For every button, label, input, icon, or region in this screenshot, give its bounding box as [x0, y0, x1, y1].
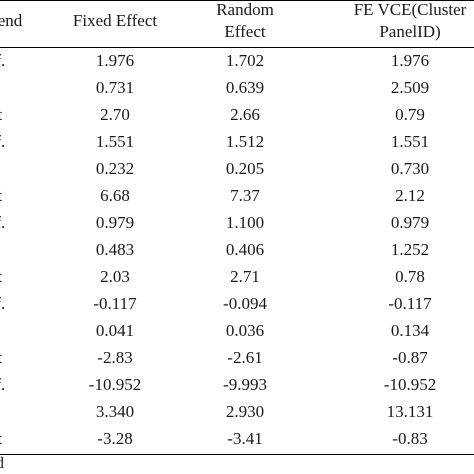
table-row: ff. -0.117 -0.094 -0.117: [0, 290, 474, 317]
cell-fixed-effect: -2.83: [97, 348, 133, 367]
cell-fe-vce-cluster: 2.509: [390, 78, 430, 97]
cell-random-effect: 1.512: [225, 132, 265, 151]
cell-fixed-effect: 3.340: [95, 402, 135, 421]
row-label: ff.: [0, 51, 6, 70]
header-random-line1: Random: [216, 0, 274, 19]
table-bottom-rule: [0, 454, 474, 455]
cell-random-effect: 1.702: [225, 51, 265, 70]
row-label: ff.: [0, 132, 6, 151]
cell-random-effect: 1.100: [225, 213, 265, 232]
row-label: E: [0, 398, 50, 425]
header-fixed-effect: Fixed Effect: [72, 11, 158, 30]
cell-fixed-effect: 0.731: [95, 78, 135, 97]
table-footnote: d: [0, 455, 4, 472]
table-row: E 3.340 2.930 13.131: [0, 398, 474, 425]
row-label: ff.: [0, 294, 6, 313]
cell-fixed-effect: -0.117: [93, 294, 137, 313]
cell-fixed-effect: 1.976: [95, 51, 135, 70]
table-row: at 2.70 2.66 0.79: [0, 101, 474, 128]
table-row: at 6.68 7.37 2.12: [0, 182, 474, 209]
table-row: E 0.041 0.036 0.134: [0, 317, 474, 344]
cell-fixed-effect: 0.979: [95, 213, 135, 232]
header-fe-vce-cluster: FE VCE(Cluster PanelID): [330, 0, 474, 43]
cell-random-effect: 2.71: [230, 267, 260, 286]
header-random-effect: Random Effect: [180, 0, 310, 43]
cell-fixed-effect: -10.952: [88, 375, 142, 394]
cell-random-effect: -9.993: [223, 375, 267, 394]
cell-fe-vce-cluster: 0.78: [395, 267, 425, 286]
cell-random-effect: 0.036: [225, 321, 265, 340]
cell-random-effect: 7.37: [230, 186, 260, 205]
cell-fe-vce-cluster: 1.551: [390, 132, 430, 151]
cell-fe-vce-cluster: -0.83: [392, 429, 428, 448]
table-row: ff. 0.979 1.100 0.979: [0, 209, 474, 236]
cell-fixed-effect: 0.041: [95, 321, 135, 340]
table-row: E 0.731 0.639 2.509: [0, 74, 474, 101]
row-label: E: [0, 317, 50, 344]
table-row: E 0.232 0.205 0.730: [0, 155, 474, 182]
cell-random-effect: 0.639: [225, 78, 265, 97]
row-label: E: [0, 155, 50, 182]
cell-fe-vce-cluster: 1.976: [390, 51, 430, 70]
cell-random-effect: 0.406: [225, 240, 265, 259]
cell-fe-vce-cluster: 0.134: [390, 321, 430, 340]
cell-fe-vce-cluster: 2.12: [395, 186, 425, 205]
cell-fixed-effect: -3.28: [97, 429, 133, 448]
cell-fe-vce-cluster: 0.730: [390, 159, 430, 178]
row-label: at: [0, 182, 50, 209]
cell-fe-vce-cluster: 1.252: [390, 240, 430, 259]
header-random-line2: Effect: [224, 22, 266, 41]
cell-fixed-effect: 6.68: [100, 186, 130, 205]
cell-fe-vce-cluster: 0.979: [390, 213, 430, 232]
row-label: at: [0, 344, 50, 371]
row-label: E: [0, 74, 50, 101]
cell-random-effect: 2.930: [225, 402, 265, 421]
table-row: E 0.483 0.406 1.252: [0, 236, 474, 263]
cell-fe-vce-cluster: -0.117: [388, 294, 432, 313]
header-cluster-line2: PanelID): [379, 22, 441, 41]
cell-fixed-effect: 1.551: [95, 132, 135, 151]
table-header-rule: [0, 47, 474, 48]
cell-fe-vce-cluster: 13.131: [386, 402, 434, 421]
table-row: ff. 1.551 1.512 1.551: [0, 128, 474, 155]
row-label: ff.: [0, 213, 6, 232]
row-label: at: [0, 263, 50, 290]
row-label: E: [0, 236, 50, 263]
table-row: at -3.28 -3.41 -0.83: [0, 425, 474, 452]
cell-fe-vce-cluster: -10.952: [383, 375, 437, 394]
cell-random-effect: -2.61: [227, 348, 263, 367]
cell-fixed-effect: 2.03: [100, 267, 130, 286]
row-label: ff.: [0, 375, 6, 394]
header-trend: end: [0, 11, 23, 30]
row-label: at: [0, 101, 50, 128]
cell-random-effect: -0.094: [223, 294, 267, 313]
header-cluster-line1: FE VCE(Cluster: [353, 0, 467, 19]
table-top-rule: [0, 0, 474, 1]
table-row: ff. 1.976 1.702 1.976: [0, 47, 474, 74]
table-row: at -2.83 -2.61 -0.87: [0, 344, 474, 371]
cell-random-effect: -3.41: [227, 429, 263, 448]
cell-random-effect: 0.205: [225, 159, 265, 178]
cell-random-effect: 2.66: [230, 105, 260, 124]
table-row: ff. -10.952 -9.993 -10.952: [0, 371, 474, 398]
cell-fixed-effect: 0.483: [95, 240, 135, 259]
cell-fixed-effect: 2.70: [100, 105, 130, 124]
cell-fe-vce-cluster: -0.87: [392, 348, 428, 367]
row-label: at: [0, 425, 50, 452]
table-row: at 2.03 2.71 0.78: [0, 263, 474, 290]
cell-fixed-effect: 0.232: [95, 159, 135, 178]
cell-fe-vce-cluster: 0.79: [395, 105, 425, 124]
